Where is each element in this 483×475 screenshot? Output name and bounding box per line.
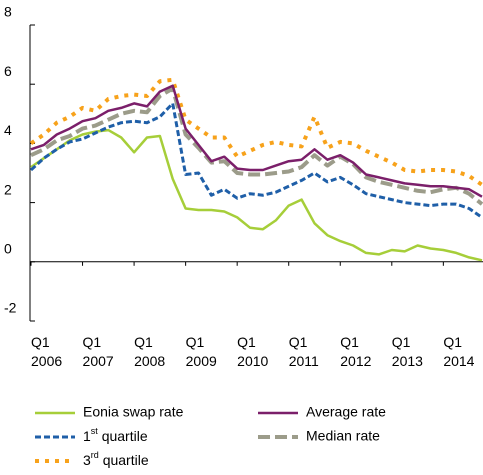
x-tick-label: Q1 2007 <box>83 334 114 369</box>
legend-label: Average rate <box>306 404 386 420</box>
y-tick-label: 8 <box>4 4 12 20</box>
legend-label: 3rd quartile <box>83 450 149 467</box>
series-line <box>29 77 483 187</box>
y-tick-label: 0 <box>4 241 12 257</box>
y-tick-label: 2 <box>4 181 12 197</box>
legend-label: Eonia swap rate <box>83 404 184 420</box>
x-tick-label: Q1 2014 <box>443 334 474 369</box>
x-tick-label: Q1 2011 <box>289 334 319 369</box>
x-tick-label: Q1 2008 <box>134 334 165 369</box>
series-line <box>30 128 483 262</box>
legend-label: 1st quartile <box>83 426 148 443</box>
y-tick-label: 4 <box>4 122 12 138</box>
x-tick-label: Q1 2012 <box>340 334 371 369</box>
series-line <box>30 84 483 198</box>
series-line <box>29 101 483 219</box>
x-tick-label: Q1 2013 <box>392 334 423 369</box>
x-tick-label: Q1 2010 <box>237 334 268 369</box>
y-tick-label: 6 <box>4 63 12 79</box>
series-line <box>30 86 483 206</box>
x-tick-label: Q1 2006 <box>31 334 62 369</box>
legend-label: Median rate <box>306 428 380 444</box>
y-tick-label: -2 <box>4 300 17 316</box>
x-tick-label: Q1 2009 <box>186 334 217 369</box>
